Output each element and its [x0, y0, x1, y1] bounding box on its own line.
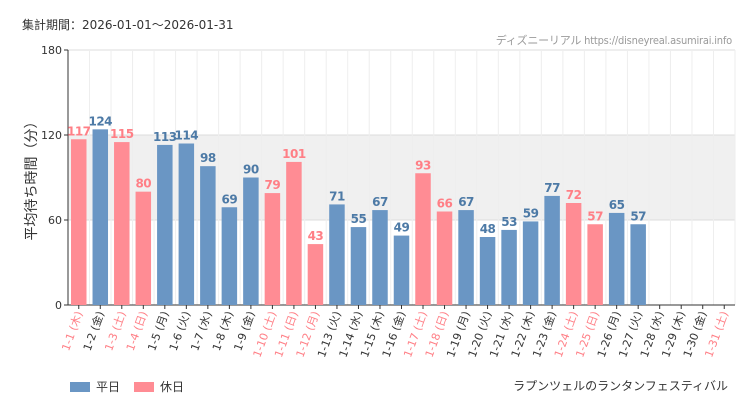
- y-axis-label: 平均待ち時間（分）: [24, 115, 40, 241]
- data-label: 57: [587, 209, 603, 223]
- y-tick-label: 180: [41, 44, 62, 57]
- data-label: 80: [135, 177, 151, 191]
- legend: 平日 休日: [70, 378, 184, 395]
- data-label: 43: [308, 229, 324, 243]
- bar: [307, 244, 324, 305]
- bar: [522, 221, 539, 305]
- data-label: 48: [480, 222, 496, 236]
- data-label: 117: [67, 124, 91, 138]
- bar: [393, 235, 410, 305]
- bar: [286, 161, 302, 305]
- bar: [243, 177, 259, 305]
- data-label: 65: [609, 198, 625, 212]
- data-label: 114: [175, 129, 199, 143]
- legend-label-weekday: 平日: [96, 380, 121, 394]
- legend-swatch-holiday: [134, 381, 155, 392]
- data-label: 90: [243, 163, 259, 177]
- bar: [329, 204, 345, 305]
- bar: [630, 224, 646, 305]
- data-label: 67: [458, 195, 474, 209]
- data-label: 113: [153, 130, 177, 144]
- bar: [458, 210, 474, 305]
- data-label: 71: [329, 189, 345, 203]
- bar: [415, 173, 431, 305]
- bar: [479, 237, 496, 305]
- data-label: 67: [372, 195, 388, 209]
- y-tick-label: 120: [41, 129, 62, 142]
- bar: [92, 129, 109, 305]
- data-label: 69: [222, 192, 238, 206]
- data-label: 98: [200, 151, 216, 165]
- bar: [544, 195, 560, 305]
- bar: [221, 207, 238, 305]
- bar: [264, 193, 281, 305]
- legend-item-weekday: 平日: [70, 378, 120, 395]
- data-label: 115: [110, 127, 134, 141]
- bar: [587, 224, 603, 305]
- bar: [114, 142, 130, 305]
- legend-label-holiday: 休日: [160, 380, 185, 394]
- bar: [200, 166, 216, 305]
- data-label: 124: [88, 114, 112, 128]
- data-label: 59: [523, 206, 539, 220]
- bar: [157, 144, 173, 305]
- legend-item-holiday: 休日: [134, 378, 184, 395]
- data-label: 72: [566, 188, 582, 202]
- bar: [372, 210, 388, 305]
- data-label: 77: [544, 181, 560, 195]
- source-label: ディズニーリアル https://disneyreal.asumirai.inf…: [495, 34, 732, 47]
- bar: [178, 143, 195, 305]
- data-label: 79: [265, 178, 281, 192]
- legend-swatch-weekday: [70, 381, 90, 392]
- data-label: 66: [437, 197, 453, 211]
- bar: [71, 139, 87, 305]
- bar: [436, 211, 453, 305]
- data-label: 53: [501, 215, 517, 229]
- bar: [135, 191, 152, 305]
- event-name: ラプンツェルのランタンフェスティバル: [513, 379, 728, 393]
- bar: [608, 212, 625, 305]
- data-label: 49: [394, 221, 410, 235]
- period-label: 集計期間：2026-01-01～2026-01-31: [22, 18, 234, 32]
- data-label: 101: [282, 147, 306, 161]
- bar: [565, 203, 582, 305]
- bar: [350, 227, 367, 305]
- data-label: 93: [415, 158, 431, 172]
- y-tick-label: 60: [48, 214, 62, 227]
- data-label: 55: [351, 212, 367, 226]
- data-label: 57: [630, 209, 646, 223]
- y-tick-label: 0: [55, 299, 62, 312]
- bar: [501, 229, 517, 305]
